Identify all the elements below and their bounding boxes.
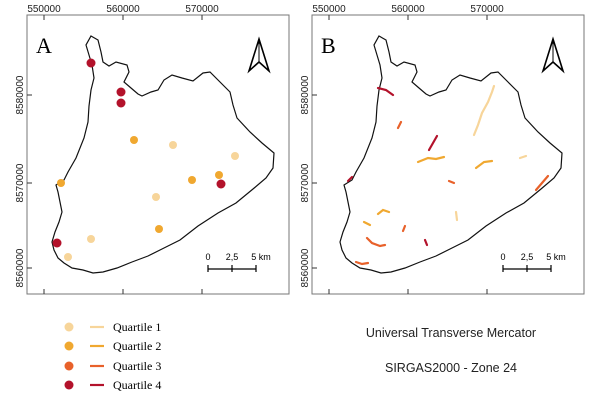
legend-item-quartile-2: Quartile 2 (64, 339, 161, 353)
projection-line-2: SIRGAS2000 - Zone 24 (385, 361, 517, 375)
panel-b-y-tick: 8580000 (300, 75, 311, 114)
panel-b-scalebar: 0 2,5 5 km (500, 252, 566, 272)
panel-b-frame (311, 14, 585, 295)
panel-a-x-tick: 550000 (27, 4, 61, 15)
quartile-2-segment (362, 220, 372, 227)
quartile-4-point (116, 98, 126, 108)
quartile-2-point (155, 225, 163, 233)
panel-a-north-arrow-icon (247, 36, 271, 74)
panel-b-y-tick: 8560000 (300, 248, 311, 287)
quartile-1-point (152, 193, 160, 201)
quartile-4-point (116, 87, 126, 97)
quartile-4-segment (423, 238, 429, 247)
quartile-4-segment (427, 134, 439, 152)
quartile-3-segment (534, 174, 550, 192)
quartile-4-point (86, 58, 96, 68)
panel-b-north-arrow-icon (541, 36, 565, 74)
panel-a: 550000 560000 570000 8580000 8570000 856… (15, 4, 290, 295)
quartile-1-point (169, 141, 177, 149)
panel-b-letter: B (321, 33, 336, 58)
quartile-3-segment (401, 224, 407, 233)
scalebar-label: 0 (500, 252, 505, 262)
legend: Quartile 1 Quartile 2 Quartile 3 Quartil… (64, 320, 161, 392)
quartile-1-point (87, 235, 95, 243)
panel-a-x-tick: 560000 (106, 4, 140, 15)
scalebar-label: 5 km (546, 252, 566, 262)
projection-line-1: Universal Transverse Mercator (366, 326, 536, 340)
scalebar-label: 2,5 (226, 252, 239, 262)
quartile-3-segment (447, 179, 456, 185)
legend-label: Quartile 2 (113, 339, 161, 353)
panel-b-x-tick: 560000 (391, 4, 425, 15)
panel-b: 550000 560000 570000 8580000 8570000 856… (300, 4, 585, 295)
legend-label: Quartile 4 (113, 378, 161, 392)
panel-a-frame (26, 14, 290, 295)
scalebar-label: 5 km (251, 252, 271, 262)
quartile-1-segment (454, 210, 459, 222)
panel-a-y-tick: 8580000 (15, 75, 26, 114)
quartile-2-point (130, 136, 138, 144)
legend-item-quartile-1: Quartile 1 (64, 320, 161, 334)
quartile-2-point (188, 176, 196, 184)
panel-b-x-tick: 570000 (470, 4, 504, 15)
quartile-2-point (57, 179, 65, 187)
quartile-4-point (52, 238, 62, 248)
quartile-1-point (64, 253, 72, 261)
quartile-4-point (216, 179, 226, 189)
panel-a-scalebar: 0 2,5 5 km (205, 252, 271, 272)
legend-item-quartile-4: Quartile 4 (64, 378, 161, 392)
legend-label: Quartile 1 (113, 320, 161, 334)
panel-b-segments (346, 84, 550, 266)
panel-a-x-tick: 570000 (185, 4, 219, 15)
panel-a-points (52, 58, 239, 261)
quartile-3-segment (396, 120, 403, 130)
panel-a-y-tick: 8570000 (15, 163, 26, 202)
quartile-2-segment (376, 208, 391, 216)
panel-b-x-tick: 550000 (312, 4, 346, 15)
scalebar-label: 2,5 (521, 252, 534, 262)
panel-b-y-tick: 8570000 (300, 163, 311, 202)
panel-a-letter: A (36, 33, 52, 58)
quartile-2-segment (474, 159, 494, 170)
quartile-2-point (215, 171, 223, 179)
panel-a-y-tick: 8560000 (15, 248, 26, 287)
quartile-2-segment (416, 155, 446, 164)
legend-label: Quartile 3 (113, 359, 161, 373)
quartile-4-segment (376, 86, 395, 97)
quartile-3-segment (365, 236, 387, 248)
scalebar-label: 0 (205, 252, 210, 262)
quartile-1-point (231, 152, 239, 160)
quartile-1-segment (472, 84, 496, 137)
legend-item-quartile-3: Quartile 3 (64, 359, 161, 373)
quartile-1-segment (518, 154, 528, 160)
quartile-3-segment (354, 260, 370, 266)
quartile-4-segment (346, 175, 354, 183)
